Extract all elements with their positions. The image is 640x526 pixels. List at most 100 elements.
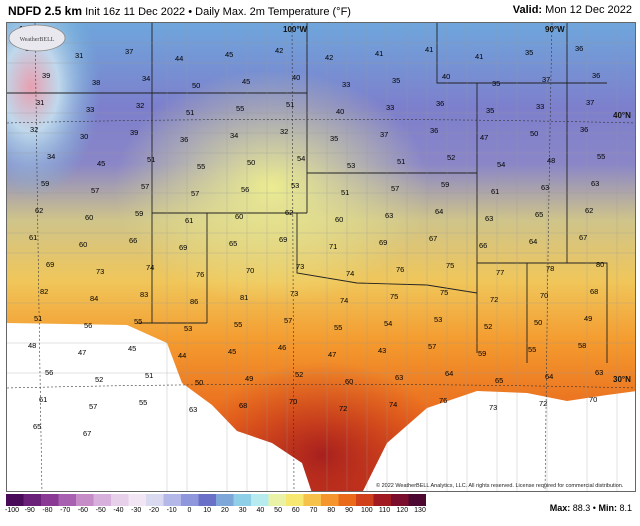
temperature-value: 58 xyxy=(578,341,586,350)
temperature-map: 37 31 37 44 45 42 42 41 41 41 35 36 39 38 34 50 45 40 33 35… xyxy=(6,22,636,492)
temperature-value: 55 xyxy=(234,320,242,329)
temperature-value: 60 xyxy=(79,240,87,249)
temperature-value: 44 xyxy=(178,351,186,360)
temperature-value: 75 xyxy=(446,261,454,270)
max-value: 88.3 xyxy=(572,503,591,513)
colorbar-segment xyxy=(128,494,147,506)
temperature-value: 57 xyxy=(191,189,199,198)
temperature-value: 53 xyxy=(184,324,192,333)
temperature-value: 57 xyxy=(284,316,292,325)
temperature-value: 52 xyxy=(484,322,492,331)
temperature-value: 36 xyxy=(592,71,600,80)
temperature-value: 69 xyxy=(179,243,187,252)
temperature-value: 52 xyxy=(295,370,303,379)
temperature-value: 55 xyxy=(236,104,244,113)
colorbar-segment xyxy=(338,494,357,506)
temperature-value: 53 xyxy=(347,161,355,170)
temperature-value: 83 xyxy=(140,290,148,299)
temperature-value: 59 xyxy=(441,180,449,189)
temperature-value: 57 xyxy=(91,186,99,195)
temperature-value: 45 xyxy=(242,77,250,86)
colorbar-segment xyxy=(391,494,409,506)
map-canvas: 37 31 37 44 45 42 42 41 41 41 35 36 39 38 34 50 45 40 33 35… xyxy=(7,23,635,491)
temperature-value: 41 xyxy=(425,45,433,54)
temperature-value: 55 xyxy=(139,398,147,407)
temperature-value: 39 xyxy=(42,71,50,80)
colorbar-segment xyxy=(76,494,94,506)
temperature-value: 49 xyxy=(584,314,592,323)
temperature-value: 35 xyxy=(392,76,400,85)
colorbar-segment xyxy=(286,494,304,506)
temperature-value: 68 xyxy=(239,401,247,410)
colorbar-tick: 30 xyxy=(238,507,247,514)
colorbar-segment xyxy=(251,494,269,506)
temperature-value: 55 xyxy=(528,345,536,354)
valid-time: Mon 12 Dec 2022 xyxy=(545,4,632,16)
temperature-value: 42 xyxy=(325,53,333,62)
temperature-value: 70 xyxy=(289,397,297,406)
map-stats: Max: 88.3 • Min: 8.1 xyxy=(550,503,632,513)
lat-label-40n: 40°N xyxy=(613,111,631,120)
temperature-value: 53 xyxy=(291,181,299,190)
temperature-value: 45 xyxy=(225,50,233,59)
temperature-value: 50 xyxy=(247,158,255,167)
temperature-value: 77 xyxy=(496,268,504,277)
colorbar-segment xyxy=(111,494,129,506)
temperature-value: 34 xyxy=(230,131,238,140)
temperature-value: 53 xyxy=(434,315,442,324)
temperature-value: 39 xyxy=(130,128,138,137)
temperature-value: 67 xyxy=(579,233,587,242)
temperature-value: 40 xyxy=(292,73,300,82)
temperature-value: 59 xyxy=(41,179,49,188)
min-value: 8.1 xyxy=(619,503,632,513)
logo-text: WeatherBELL xyxy=(20,37,55,43)
temperature-value: 70 xyxy=(246,266,254,275)
colorbar-tick: 130 xyxy=(414,507,426,514)
temperature-value: 65 xyxy=(33,422,41,431)
colorbar-tick: 90 xyxy=(345,507,353,514)
colorbar-tick: 80 xyxy=(327,507,336,514)
temperature-value: 57 xyxy=(141,182,149,191)
temperature-value: 55 xyxy=(597,152,605,161)
temperature-value: 51 xyxy=(186,108,194,117)
temperature-value: 71 xyxy=(329,242,337,251)
temperature-value: 41 xyxy=(375,49,383,58)
temperature-value: 33 xyxy=(386,103,394,112)
temperature-colorbar xyxy=(6,494,426,506)
temperature-value: 74 xyxy=(346,269,354,278)
model-name: NDFD 2.5 km xyxy=(8,4,83,18)
colorbar-tick: 20 xyxy=(220,507,229,514)
min-label: Min: xyxy=(598,503,617,513)
lat-label-30n: 30°N xyxy=(613,375,631,384)
temperature-value: 43 xyxy=(378,346,386,355)
temperature-value: 50 xyxy=(192,81,200,90)
temperature-value: 51 xyxy=(145,371,153,380)
colorbar-segment xyxy=(268,494,287,506)
temperature-value: 48 xyxy=(547,156,555,165)
temperature-value: 56 xyxy=(45,368,53,377)
temperature-value: 51 xyxy=(341,188,349,197)
colorbar-tick: 10 xyxy=(203,507,212,514)
temperature-value: 63 xyxy=(189,405,197,414)
colorbar-tick-labels: -100 -90 -80 -70 -60 -50 -40 -30 -20 -10 0 10 20 30 40… xyxy=(5,507,426,519)
temperature-value: 64 xyxy=(435,207,443,216)
temperature-value: 62 xyxy=(585,206,593,215)
header-separator: • xyxy=(188,6,193,18)
temperature-value: 63 xyxy=(385,211,393,220)
temperature-value: 60 xyxy=(345,377,353,386)
colorbar-tick: -70 xyxy=(60,507,71,514)
temperature-value: 32 xyxy=(30,125,38,134)
colorbar-tick: -40 xyxy=(113,507,124,514)
temperature-value: 35 xyxy=(525,48,533,57)
temperature-value: 47 xyxy=(78,348,86,357)
colorbar-tick: -50 xyxy=(95,507,106,514)
colorbar-segment xyxy=(373,494,392,506)
init-time: Init 16z 11 Dec 2022 xyxy=(85,6,186,18)
temperature-value: 63 xyxy=(541,183,549,192)
temperature-value: 51 xyxy=(397,157,405,166)
temperature-value: 38 xyxy=(92,78,100,87)
temperature-value: 76 xyxy=(196,270,204,279)
temperature-value: 74 xyxy=(340,296,348,305)
temperature-value: 44 xyxy=(175,54,183,63)
temperature-value: 61 xyxy=(39,395,47,404)
